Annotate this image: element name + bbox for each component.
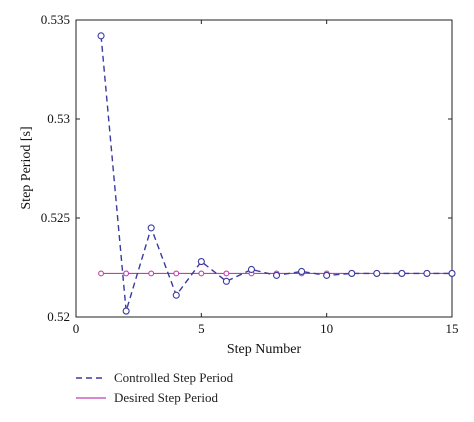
axis-ticks: 0 5 10 15 0.52 0.525 0.53 0.535 [41, 12, 459, 336]
data-point-controlled-step-period [122, 307, 130, 315]
data-point-desired-step-period [223, 270, 230, 277]
y-tick-label: 0.53 [47, 111, 70, 126]
y-tick-label: 0.535 [41, 12, 70, 27]
data-point-desired-step-period [123, 270, 130, 277]
series-layer [97, 32, 456, 315]
x-tick-label: 10 [320, 321, 333, 336]
data-point-desired-step-period [198, 270, 205, 277]
data-point-controlled-step-period [172, 291, 180, 299]
x-axis-title: Step Number [227, 342, 302, 357]
data-point-controlled-step-period [298, 267, 306, 276]
data-point-controlled-step-period [323, 271, 331, 279]
data-point-controlled-step-period [97, 32, 105, 40]
legend-item-desired: Desired Step Period [76, 388, 233, 407]
y-tick-label: 0.52 [47, 309, 70, 324]
legend-swatch-desired [76, 396, 106, 399]
legend-label-desired: Desired Step Period [114, 389, 218, 405]
x-tick-label: 15 [446, 321, 459, 336]
legend-swatch-controlled [76, 376, 106, 379]
data-point-controlled-step-period [373, 269, 381, 277]
data-point-controlled-step-period [197, 258, 205, 266]
data-point-controlled-step-period [423, 269, 431, 277]
y-tick-label: 0.525 [41, 210, 70, 225]
legend-item-controlled: Controlled Step Period [76, 368, 233, 387]
data-point-desired-step-period [148, 270, 155, 277]
data-point-controlled-step-period [222, 277, 230, 285]
y-axis-title: Step Period [s] [19, 126, 34, 209]
data-point-controlled-step-period [398, 269, 406, 277]
data-point-controlled-step-period [448, 269, 456, 277]
x-tick-label: 0 [73, 321, 80, 336]
data-point-desired-step-period [173, 270, 180, 277]
plot-frame [75, 19, 453, 318]
legend-label-controlled: Controlled Step Period [114, 369, 234, 385]
x-tick-label: 5 [198, 321, 205, 336]
legend: Controlled Step Period Desired Step Peri… [76, 368, 233, 408]
data-point-controlled-step-period [348, 269, 356, 277]
data-point-controlled-step-period [247, 265, 256, 274]
data-point-controlled-step-period [272, 271, 281, 279]
data-point-controlled-step-period [147, 224, 155, 232]
data-point-desired-step-period [98, 270, 105, 277]
